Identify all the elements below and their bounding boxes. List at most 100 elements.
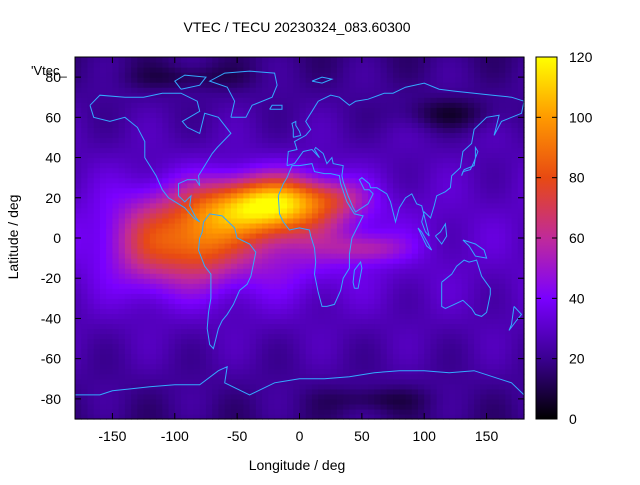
- heatmap-cell: [474, 408, 481, 415]
- heatmap-cell: [299, 92, 307, 98]
- heatmap-cell: [118, 308, 126, 315]
- heatmap-cell: [243, 413, 251, 420]
- heatmap-cell: [455, 298, 463, 304]
- heatmap-cell: [474, 92, 481, 98]
- heatmap-cell: [168, 92, 176, 98]
- heatmap-cell: [417, 102, 425, 108]
- heatmap-cell: [411, 293, 419, 299]
- heatmap-cell: [486, 343, 494, 350]
- heatmap-cell: [349, 273, 357, 279]
- heatmap-cell: [499, 383, 506, 390]
- heatmap-cell: [374, 273, 382, 279]
- heatmap-cell: [411, 107, 419, 113]
- heatmap-cell: [374, 202, 382, 209]
- heatmap-cell: [361, 222, 369, 229]
- heatmap-cell: [424, 207, 432, 214]
- heatmap-cell: [355, 132, 363, 139]
- heatmap-cell: [274, 187, 282, 194]
- heatmap-cell: [99, 162, 107, 169]
- heatmap-cell: [218, 152, 226, 159]
- heatmap-cell: [262, 378, 269, 385]
- heatmap-cell: [442, 102, 450, 108]
- heatmap-cell: [305, 172, 313, 179]
- heatmap-cell: [436, 82, 444, 88]
- heatmap-cell: [106, 152, 114, 159]
- heatmap-cell: [93, 162, 101, 169]
- heatmap-cell: [374, 403, 382, 410]
- heatmap-cell: [349, 77, 357, 83]
- heatmap-cell: [181, 353, 188, 360]
- heatmap-cell: [137, 388, 145, 395]
- heatmap-cell: [230, 413, 238, 420]
- heatmap-cell: [480, 197, 488, 204]
- heatmap-cell: [230, 112, 238, 118]
- heatmap-cell: [305, 333, 313, 340]
- heatmap-cell: [368, 363, 375, 370]
- heatmap-cell: [355, 217, 363, 224]
- heatmap-cell: [424, 338, 432, 345]
- heatmap-cell: [486, 212, 494, 219]
- heatmap-cell: [455, 238, 463, 244]
- heatmap-cell: [486, 358, 494, 365]
- heatmap-cell: [455, 363, 463, 370]
- heatmap-cell: [99, 368, 107, 375]
- heatmap-cell: [305, 348, 313, 355]
- heatmap-cell: [187, 363, 195, 370]
- heatmap-cell: [112, 413, 120, 420]
- heatmap-cell: [399, 122, 407, 128]
- heatmap-cell: [374, 87, 382, 93]
- heatmap-cell: [168, 222, 176, 229]
- heatmap-cell: [311, 132, 319, 139]
- heatmap-cell: [218, 283, 226, 289]
- heatmap-cell: [249, 217, 257, 224]
- heatmap-cell: [405, 67, 413, 73]
- heatmap-cell: [81, 293, 89, 299]
- heatmap-cell: [174, 202, 182, 209]
- heatmap-cell: [336, 172, 344, 179]
- heatmap-cell: [380, 253, 388, 259]
- heatmap-cell: [156, 137, 163, 144]
- heatmap-cell: [311, 107, 319, 113]
- heatmap-cell: [368, 273, 375, 279]
- heatmap-cell: [112, 187, 120, 194]
- heatmap-cell: [99, 273, 107, 279]
- heatmap-cell: [361, 107, 369, 113]
- heatmap-cell: [336, 328, 344, 335]
- heatmap-cell: [274, 152, 282, 159]
- heatmap-cell: [449, 398, 457, 405]
- heatmap-cell: [293, 383, 301, 390]
- heatmap-cell: [430, 253, 438, 259]
- heatmap-cell: [280, 363, 288, 370]
- heatmap-cell: [336, 253, 344, 259]
- heatmap-cell: [424, 273, 432, 279]
- heatmap-cell: [505, 348, 513, 355]
- heatmap-cell: [280, 323, 288, 330]
- heatmap-cell: [75, 393, 82, 400]
- heatmap-cell: [212, 102, 220, 108]
- heatmap-cell: [243, 318, 251, 325]
- heatmap-cell: [287, 102, 294, 108]
- heatmap-cell: [399, 127, 407, 134]
- heatmap-cell: [199, 192, 207, 199]
- heatmap-cell: [336, 333, 344, 340]
- heatmap-cell: [474, 187, 481, 194]
- heatmap-cell: [442, 197, 450, 204]
- heatmap-cell: [87, 142, 95, 149]
- heatmap-cell: [411, 268, 419, 274]
- heatmap-cell: [424, 293, 432, 299]
- heatmap-cell: [112, 137, 120, 144]
- heatmap-cell: [349, 102, 357, 108]
- heatmap-cell: [442, 308, 450, 315]
- heatmap-cell: [81, 238, 89, 244]
- heatmap-cell: [224, 343, 232, 350]
- heatmap-cell: [149, 197, 157, 204]
- heatmap-cell: [467, 323, 475, 330]
- heatmap-cell: [205, 107, 213, 113]
- heatmap-cell: [99, 137, 107, 144]
- heatmap-cell: [205, 268, 213, 274]
- heatmap-cell: [436, 177, 444, 184]
- heatmap-cell: [174, 363, 182, 370]
- heatmap-cell: [199, 77, 207, 83]
- heatmap-cell: [480, 57, 488, 63]
- heatmap-cell: [249, 142, 257, 149]
